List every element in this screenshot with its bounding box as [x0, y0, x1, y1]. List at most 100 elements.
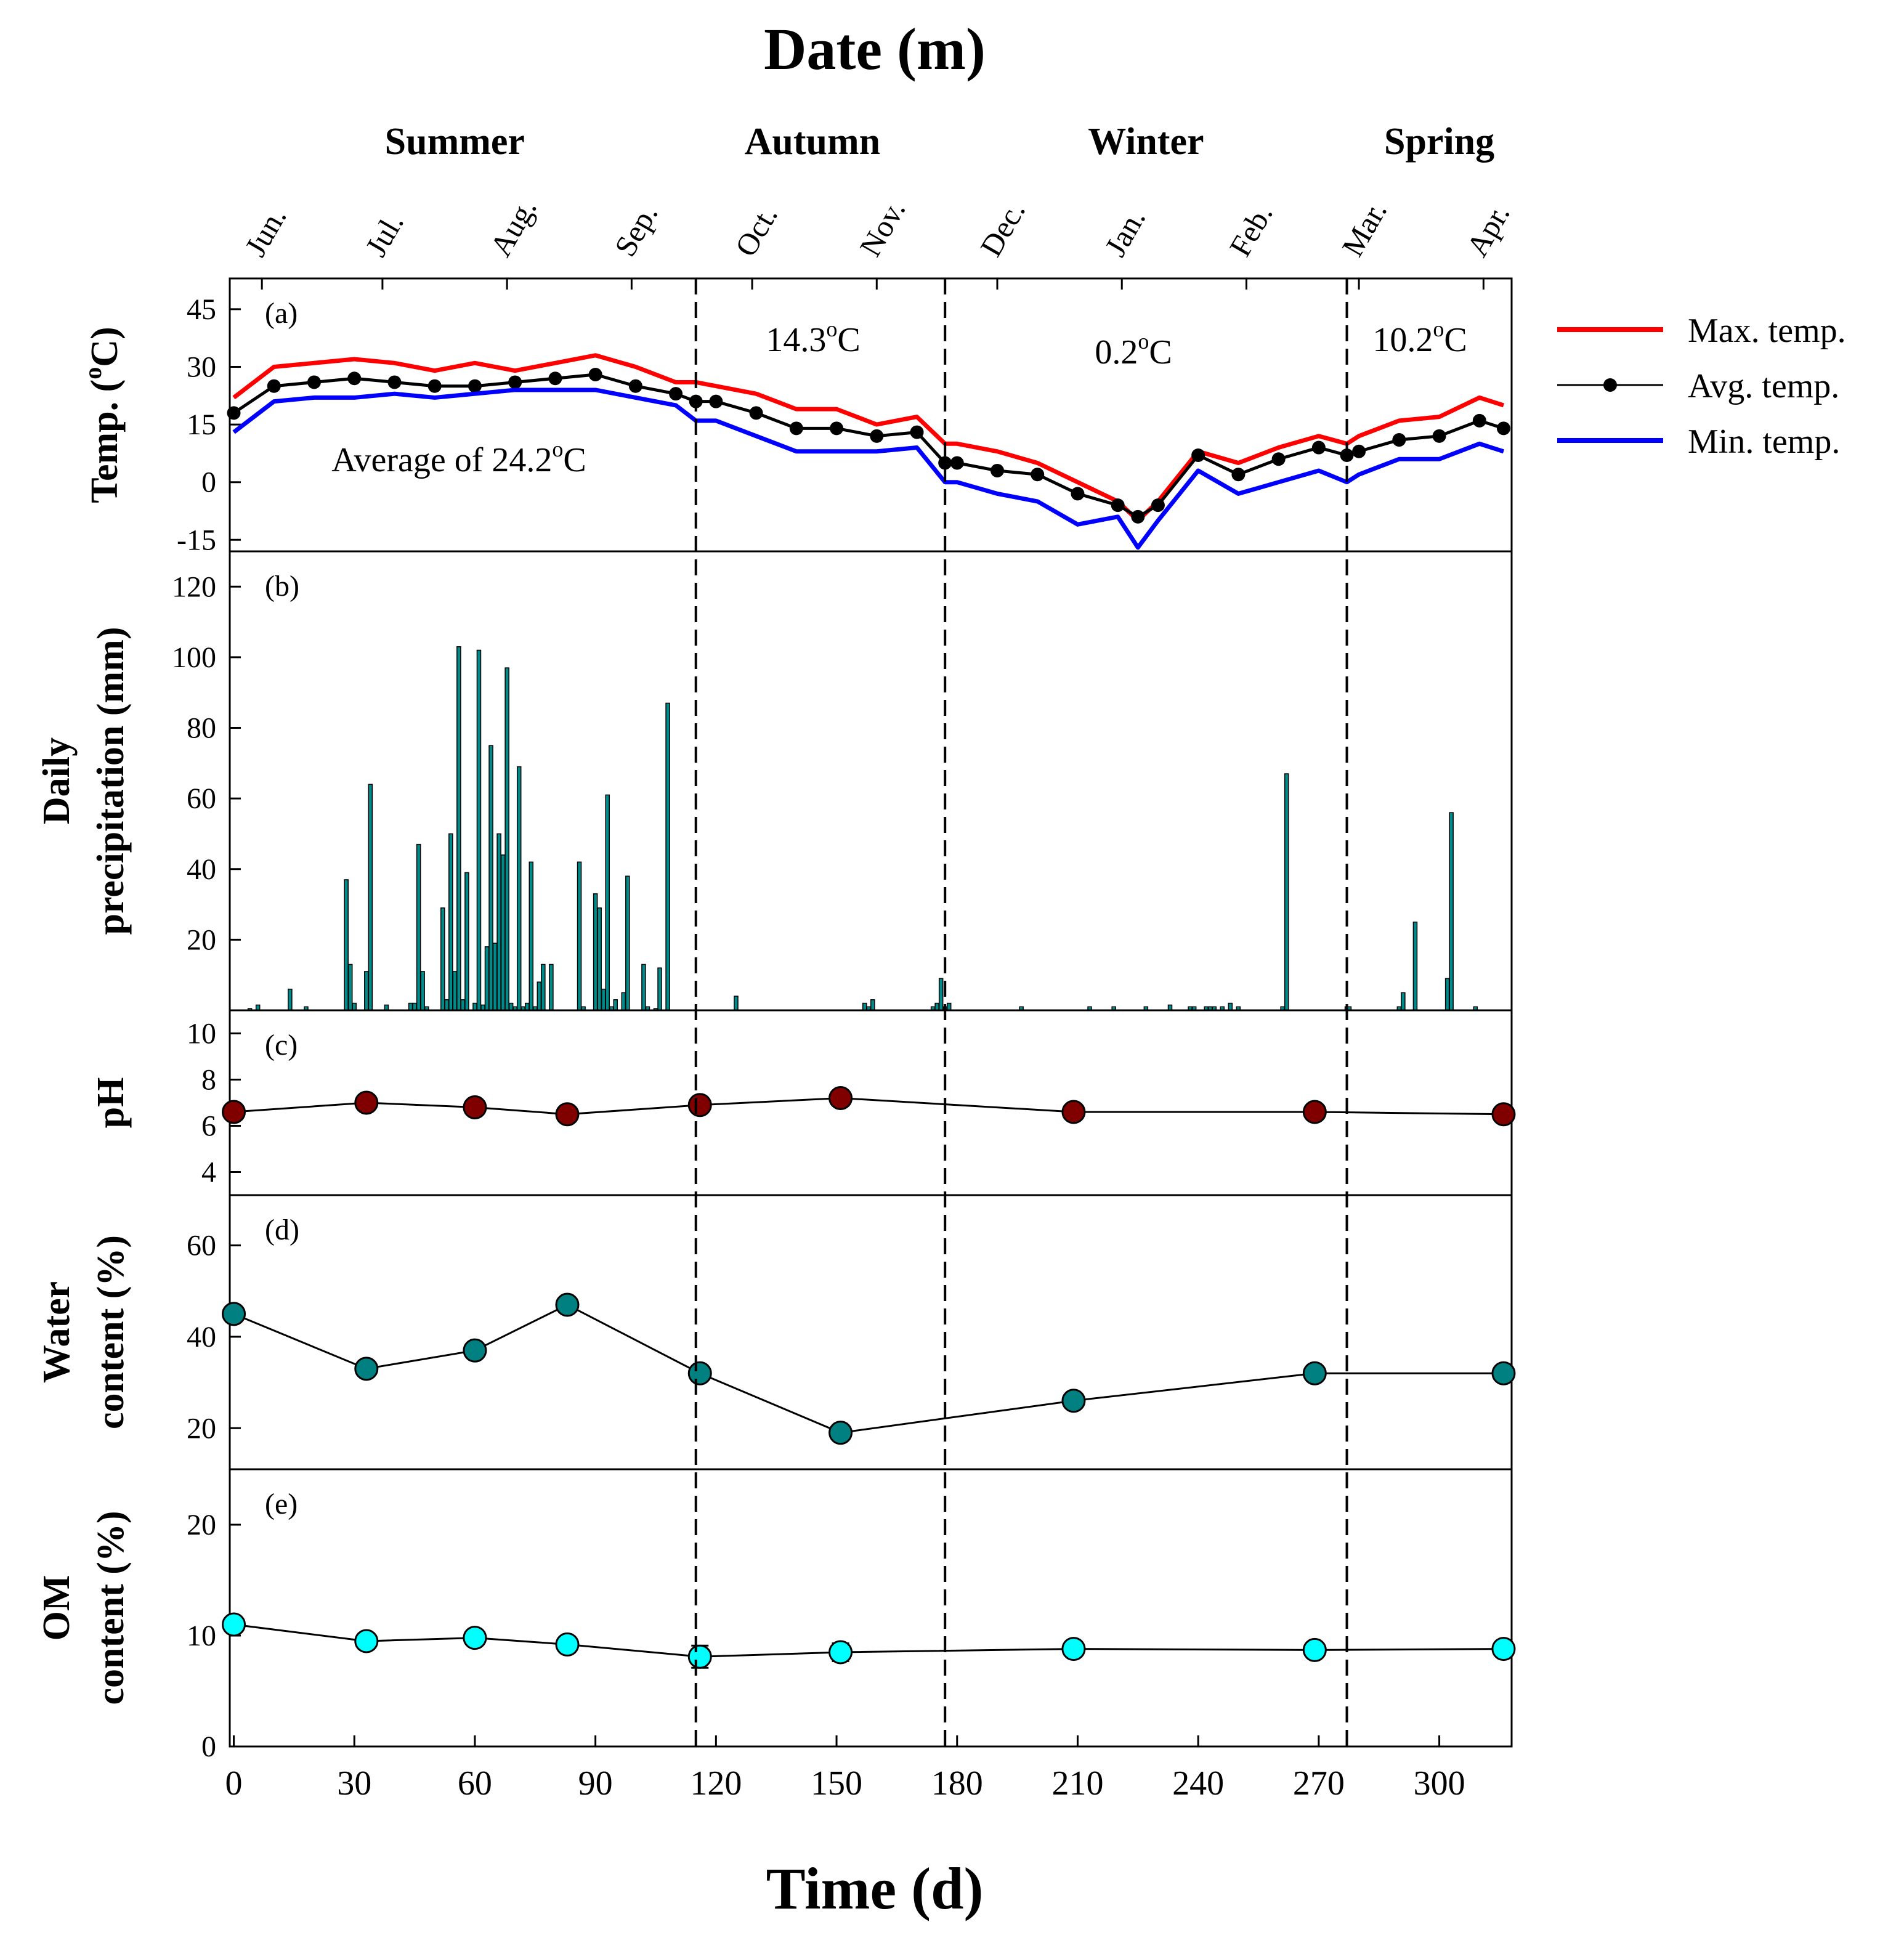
- avg-temp-point: [1472, 413, 1486, 428]
- y-tick-label: 6: [201, 1110, 216, 1143]
- y-tick-label: 40: [187, 1321, 216, 1353]
- y-axis-label: pH: [90, 1077, 132, 1129]
- precipitation-bar: [456, 646, 461, 1011]
- panel-d-water-content: 20 40 60 (d) Water content (%): [36, 1194, 1516, 1470]
- data-point: [687, 1644, 712, 1669]
- data-point: [1491, 1637, 1516, 1661]
- precipitation-bar: [364, 971, 369, 1011]
- y-tick-label: 10: [187, 1018, 216, 1050]
- precipitation-bar: [412, 1002, 417, 1011]
- summer-average-label: Average of 24.2oC: [331, 437, 586, 479]
- y-axis-label: Temp. (oC): [79, 327, 126, 503]
- y-tick-label: 4: [201, 1156, 216, 1189]
- avg-temp-point: [227, 406, 241, 420]
- data-point: [1302, 1100, 1327, 1124]
- y-tick-label: 20: [187, 1509, 216, 1541]
- month-label: Aug.: [483, 192, 543, 262]
- y-axis-label-line1: OM: [36, 1575, 78, 1641]
- avg-temp-point: [938, 456, 952, 470]
- avg-temp-point: [307, 375, 321, 389]
- season-labels: Summer Autumn Winter Spring: [385, 121, 1495, 163]
- precipitation-bar: [464, 872, 469, 1011]
- panel-b-precipitation: 20 40 60 80 100 120 (b) Daily precipitation (mm): [36, 550, 1513, 1012]
- avg-temp-point: [1071, 487, 1085, 501]
- panel-label: (c): [265, 1029, 298, 1061]
- data-point: [1061, 1637, 1086, 1661]
- avg-temp-point: [387, 375, 402, 389]
- precipitation-bar: [288, 988, 293, 1011]
- data-point: [1061, 1389, 1086, 1413]
- y-tick-label: 0: [201, 1730, 216, 1763]
- avg-temp-point: [628, 379, 642, 393]
- data-point: [828, 1421, 853, 1445]
- panel-label: (a): [265, 297, 298, 330]
- panel-c-ph: 4 6 8 10 (c) pH: [90, 1009, 1516, 1196]
- avg-temp-point: [1131, 509, 1145, 524]
- legend-marker: [1603, 378, 1617, 392]
- autumn-average-label: 14.3oC: [766, 317, 860, 359]
- season-boundary-lines: [694, 278, 1348, 1746]
- precipitation-bar: [347, 963, 353, 1011]
- precipitation-bar: [1401, 992, 1406, 1011]
- avg-temp-point: [789, 421, 803, 436]
- month-label: Mar.: [1335, 195, 1393, 262]
- y-axis-label-line2: precipitation (mm): [90, 627, 132, 935]
- avg-temp-point: [427, 379, 442, 393]
- data-point: [222, 1612, 246, 1637]
- precipitation-bar: [862, 1002, 867, 1011]
- y-axis-label-line2: content (%): [90, 1511, 132, 1705]
- precipitation-bar: [537, 981, 542, 1011]
- x-tick-label: 120: [690, 1764, 742, 1803]
- avg-temp-point: [508, 375, 522, 389]
- avg-temp-point: [910, 425, 924, 439]
- avg-temp-point: [1496, 421, 1510, 436]
- precipitation-bar: [641, 963, 646, 1011]
- precipitation-bar: [1444, 978, 1450, 1011]
- avg-temp-point: [1432, 429, 1446, 443]
- y-tick-label: 45: [187, 293, 216, 326]
- y-axis-label-line1: Water: [36, 1281, 78, 1383]
- precipitation-bar: [460, 999, 466, 1011]
- precipitation-bar: [488, 745, 493, 1011]
- precipitation-bar: [613, 999, 618, 1011]
- x-tick-label: 210: [1051, 1764, 1103, 1803]
- data-point: [555, 1632, 580, 1657]
- x-tick-label: 90: [578, 1764, 613, 1803]
- y-tick-label: 120: [172, 570, 216, 603]
- month-label: Apr.: [1459, 198, 1516, 262]
- precipitation-bar: [352, 1002, 357, 1011]
- data-point: [354, 1629, 379, 1653]
- precipitation-bar: [516, 766, 522, 1011]
- panel-frame: [229, 550, 1513, 1012]
- precipitation-bar: [420, 971, 425, 1011]
- data-point: [463, 1095, 487, 1119]
- month-label: Dec.: [973, 195, 1032, 262]
- avg-temp-point: [588, 367, 602, 381]
- y-tick-label: 80: [187, 712, 216, 745]
- month-label: Sep.: [607, 198, 664, 262]
- x-tick-label: 240: [1172, 1764, 1224, 1803]
- precipitation-bar: [870, 999, 875, 1011]
- y-tick-label: 30: [187, 351, 216, 384]
- legend-label: Min. temp.: [1688, 423, 1840, 461]
- precipitation-bar: [593, 893, 598, 1011]
- precipitation-bar: [500, 854, 506, 1011]
- y-tick-label: -15: [177, 524, 216, 556]
- precipitation-bar: [734, 996, 739, 1011]
- precipitation-bar: [484, 946, 490, 1011]
- avg-temp-point: [1111, 498, 1125, 513]
- precipitation-bar: [529, 861, 534, 1011]
- panel-frame: [229, 277, 1513, 553]
- avg-temp-point: [548, 371, 562, 386]
- avg-temp-point: [990, 463, 1004, 477]
- legend-label: Avg. temp.: [1688, 367, 1839, 405]
- avg-temp-point: [709, 394, 723, 408]
- precipitation-bar: [452, 971, 458, 1011]
- month-labels: Jun. Jul. Aug. Sep. Oct. Nov. Dec. Jan. Feb. Mar.…: [238, 192, 1517, 290]
- avg-temp-point: [669, 387, 683, 401]
- avg-temp-point: [1231, 468, 1246, 482]
- season-label: Autumn: [745, 121, 881, 163]
- x-tick-label: 60: [458, 1764, 492, 1803]
- spring-average-label: 10.2oC: [1372, 317, 1467, 359]
- x-tick-label: 150: [811, 1764, 862, 1803]
